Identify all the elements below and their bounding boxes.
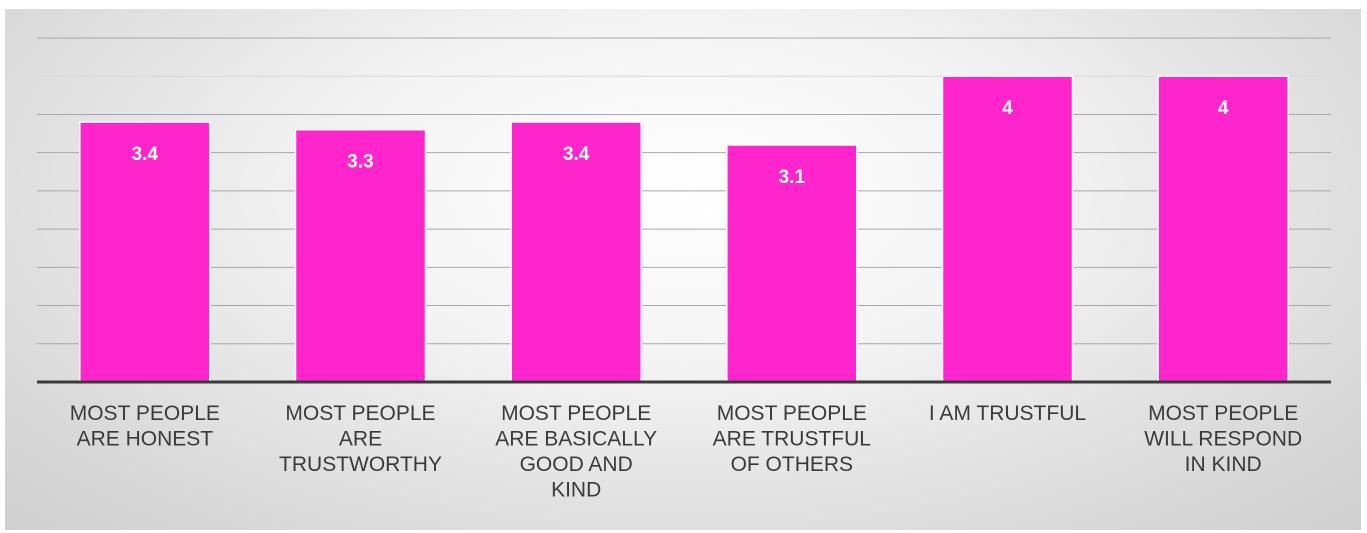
bar	[510, 121, 642, 383]
bar-value-label: 3.1	[779, 167, 806, 188]
gridlines	[37, 37, 1331, 345]
bars: 3.4 3.3 3.4 3.1 4 4	[79, 75, 1289, 383]
category-label: MOST PEOPLE WILL RESPOND IN KIND	[1144, 402, 1302, 476]
bar	[726, 144, 858, 383]
bar	[1157, 75, 1289, 383]
category-label: MOST PEOPLE ARE HONEST	[70, 402, 220, 451]
category-label: I AM TRUSTFUL	[929, 402, 1086, 425]
category-label: MOST PEOPLE ARE BASICALLY GOOD AND KIND	[495, 402, 657, 502]
bar	[941, 75, 1074, 383]
bar-value-label: 3.3	[347, 152, 373, 173]
bar-value-label: 3.4	[563, 144, 590, 165]
category-label: MOST PEOPLE ARE TRUSTFUL OF OTHERS	[713, 402, 871, 476]
bar	[79, 121, 211, 383]
category-label: MOST PEOPLE ARE TRUSTWORTHY	[279, 402, 442, 476]
category-labels: MOST PEOPLE ARE HONEST MOST PEOPLE ARE TRUST…	[70, 402, 1302, 502]
bar-value-label: 4	[1218, 98, 1229, 119]
chart-background	[5, 9, 1361, 530]
bar	[294, 128, 427, 383]
bar-value-label: 3.4	[132, 144, 159, 165]
bar-value-label: 4	[1002, 98, 1013, 119]
